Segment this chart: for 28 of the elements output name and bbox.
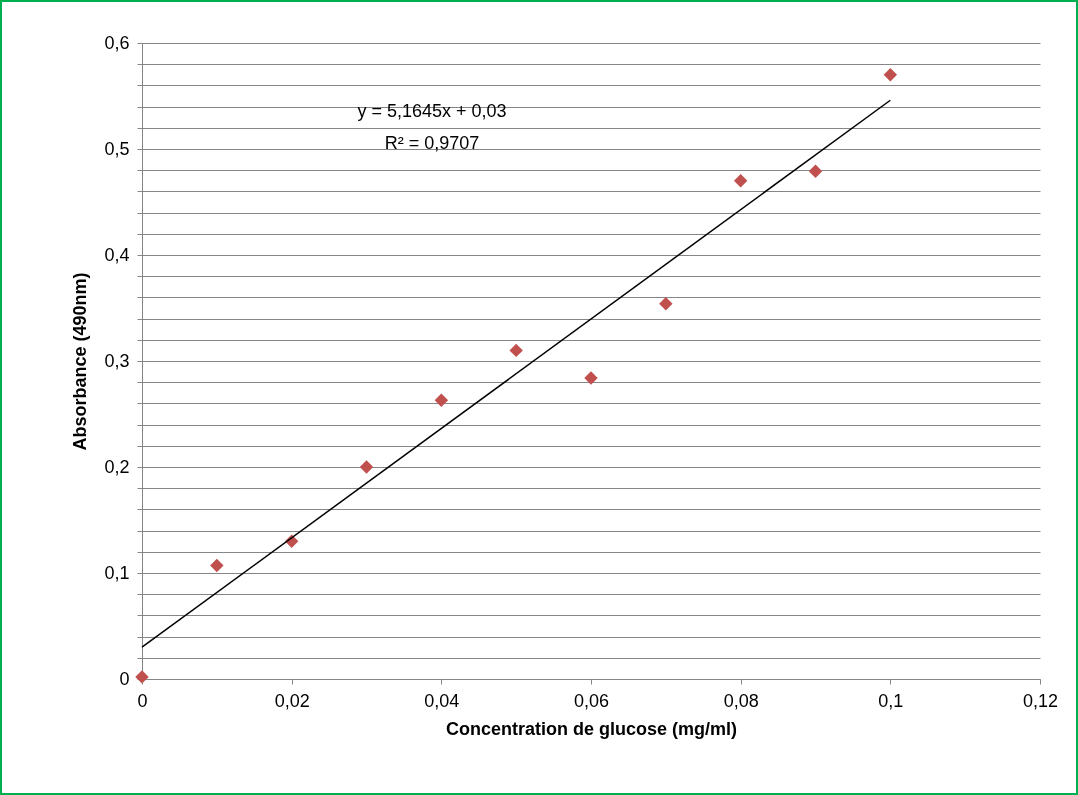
x-tick-label: 0,1 [878,690,904,711]
y-tick-label: 0,6 [104,32,130,53]
point [210,558,224,573]
point [883,68,898,82]
point [584,371,598,385]
y-tick-label: 0,4 [104,244,130,265]
point [659,297,673,311]
x-tick-label: 0,06 [573,690,610,711]
y-tick-label: 0,5 [104,138,130,159]
y-tick-label: 0,1 [104,562,130,583]
y-tick-label: 0 [119,668,130,689]
x-tick-label: 0 [137,690,148,711]
x-tick-label: 0,08 [723,690,759,711]
y-tick-label: 0,2 [104,456,130,477]
y-axis-title: Absorbance (490nm) [70,272,91,451]
annotation: R² = 0,9707 [384,133,480,153]
point [359,460,374,474]
point [733,174,748,188]
y-tick-label: 0,3 [104,350,130,371]
point [509,343,523,358]
x-tick-label: 0,02 [274,690,310,711]
point [808,164,823,178]
x-axis-title: Concentration de glucose (mg/ml) [445,718,738,739]
x-tick-label: 0,12 [1022,690,1059,711]
x-tick-label: 0,04 [424,690,460,711]
point [135,670,149,684]
annotation: y = 5,1645x + 0,03 [357,101,507,121]
point [434,393,449,407]
